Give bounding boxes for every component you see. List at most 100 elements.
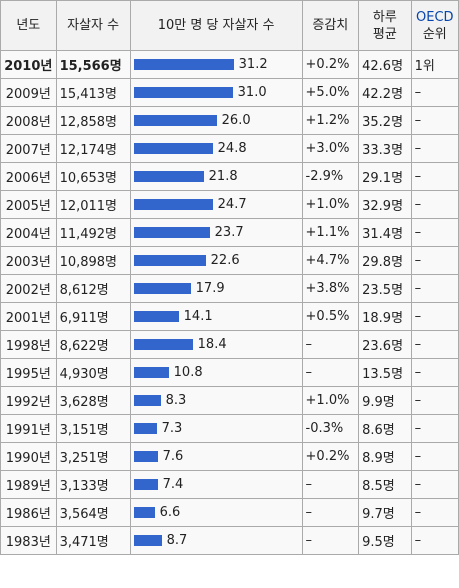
year-cell: 2009년 [0,78,57,107]
rate-cell: 17.9 [129,274,303,303]
oecd-rank-cell: – [410,274,459,303]
table-row: 1983년 3,471명 8.7 –9.5명 – [0,526,459,555]
change-cell: +1.0% [301,386,360,415]
rate-value: 21.8 [208,169,238,184]
total-suicides-cell: 12,858명 [55,106,131,135]
rate-bar [133,115,217,126]
daily-average-cell: 13.5명 [358,358,412,387]
header-oecd-rank[interactable]: OECD 순위 [410,0,459,51]
rate-bar [133,227,210,238]
total-suicides-cell: 11,492명 [55,218,131,247]
total-suicides-cell: 12,174명 [55,134,131,163]
daily-average-cell: 31.4명 [358,218,412,247]
change-cell: +3.0% [301,134,360,163]
rate-value: 14.1 [183,309,213,324]
rate-cell: 22.6 [129,246,303,275]
rate-bar [133,255,206,266]
table-row: 2008년 12,858명 26.0 +1.2% 35.2명 – [0,106,459,135]
rate-value: 8.3 [165,393,187,408]
daily-average-cell: 42.2명 [358,78,412,107]
total-suicides-cell: 3,471명 [55,526,131,555]
rate-bar-wrap: 18.4 [133,332,299,358]
daily-average-cell: 8.9명 [358,442,412,471]
total-suicides-cell: 3,564명 [55,498,131,527]
change-cell: +1.2% [301,106,360,135]
rate-cell: 7.6 [129,442,303,471]
change-cell: +1.1% [301,218,360,247]
oecd-link[interactable]: OECD [416,9,454,25]
total-suicides-cell: 3,251명 [55,442,131,471]
rate-cell: 18.4 [129,330,303,359]
rate-bar-wrap: 31.2 [133,52,299,78]
rate-bar [133,283,191,294]
daily-average-cell: 9.5명 [358,526,412,555]
oecd-rank-cell: – [410,358,459,387]
rate-value: 7.3 [161,421,183,436]
oecd-rank-cell: – [410,442,459,471]
table-row: 2007년 12,174명 24.8 +3.0% 33.3명 – [0,134,459,163]
table-row: 2002년 8,612명 17.9 +3.8% 23.5명 – [0,274,459,303]
rate-value: 24.8 [217,141,247,156]
rate-cell: 24.8 [129,134,303,163]
rate-cell: 24.7 [129,190,303,219]
change-cell: – [301,358,360,387]
header-total: 자살자 수 [55,0,131,51]
rate-bar [133,395,161,406]
rate-value: 6.6 [159,505,181,520]
table-row: 1995년 4,930명 10.8 –13.5명 – [0,358,459,387]
rate-bar [133,367,169,378]
table-row: 2005년 12,011명 24.7 +1.0% 32.9명 – [0,190,459,219]
change-cell: -2.9% [301,162,360,191]
header-daily-average-line1: 하루 [372,9,397,25]
rate-bar [133,535,162,546]
header-daily-average-line2: 평균 [372,26,397,42]
rate-value: 18.4 [197,337,227,352]
table-row: 2009년 15,413명 31.0 +5.0% 42.2명 – [0,78,459,107]
rate-bar-wrap: 8.3 [133,388,299,414]
oecd-rank-cell: – [410,134,459,163]
rate-bar-wrap: 10.8 [133,360,299,386]
year-cell: 1990년 [0,442,57,471]
daily-average-cell: 32.9명 [358,190,412,219]
oecd-rank-cell: – [410,78,459,107]
year-cell: 2003년 [0,246,57,275]
rate-cell: 8.7 [129,526,303,555]
header-rate: 10만 명 당 자살자 수 [129,0,303,51]
oecd-rank-cell: – [410,526,459,555]
rate-cell: 10.8 [129,358,303,387]
total-suicides-cell: 3,151명 [55,414,131,443]
oecd-rank-cell: – [410,190,459,219]
oecd-rank-cell: – [410,302,459,331]
rate-cell: 8.3 [129,386,303,415]
table-row: 1992년 3,628명 8.3 +1.0% 9.9명 – [0,386,459,415]
change-cell: +1.0% [301,190,360,219]
year-cell: 1998년 [0,330,57,359]
rate-bar [133,479,158,490]
rate-cell: 26.0 [129,106,303,135]
rate-bar [133,339,193,350]
header-oecd-rank-line2: 순위 [422,26,447,42]
oecd-rank-cell: – [410,414,459,443]
change-cell: – [301,330,360,359]
rate-bar-wrap: 24.8 [133,136,299,162]
change-cell: +0.2% [301,442,360,471]
oecd-rank-cell: – [410,246,459,275]
oecd-rank-cell: – [410,162,459,191]
rate-bar [133,507,155,518]
oecd-rank-cell: – [410,386,459,415]
header-daily-average: 하루 평균 [358,0,412,51]
rate-bar-wrap: 31.0 [133,80,299,106]
rate-bar [133,59,234,70]
daily-average-cell: 9.9명 [358,386,412,415]
rate-value: 31.2 [238,57,268,72]
oecd-rank-cell: – [410,218,459,247]
rate-cell: 31.2 [129,50,303,79]
table-row: 2001년 6,911명 14.1 +0.5% 18.9명 – [0,302,459,331]
rate-cell: 21.8 [129,162,303,191]
table-row: 1998년 8,622명 18.4 –23.6명 – [0,330,459,359]
total-suicides-cell: 10,653명 [55,162,131,191]
rate-value: 17.9 [195,281,225,296]
oecd-rank-cell: – [410,330,459,359]
year-cell: 2004년 [0,218,57,247]
rate-bar-wrap: 8.7 [133,528,299,554]
